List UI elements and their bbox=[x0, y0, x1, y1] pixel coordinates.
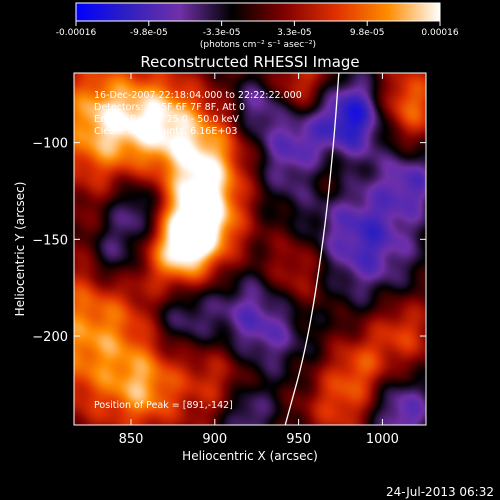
x-axis-label: Heliocentric X (arcsec) bbox=[182, 449, 318, 463]
x-tick-label: 950 bbox=[286, 432, 311, 447]
footer-timestamp: 24-Jul-2013 06:32 bbox=[386, 485, 494, 499]
colorbar-tick-label: -3.3e-05 bbox=[203, 28, 241, 38]
y-tick-label: −200 bbox=[32, 330, 68, 345]
x-tick-label: 850 bbox=[119, 432, 144, 447]
colorbar-tick-label: -0.00016 bbox=[56, 28, 97, 38]
x-tick-label: 900 bbox=[202, 432, 227, 447]
y-tick-label: −150 bbox=[32, 233, 68, 248]
colorbar-tick-label: 9.8e-05 bbox=[350, 28, 385, 38]
chart-title: Reconstructed RHESSI Image bbox=[140, 53, 359, 71]
annotation-block: 16-Dec-2007 22:18:04.000 to 22:22:22.000… bbox=[94, 90, 302, 137]
colorbar-tick-label: 0.00016 bbox=[421, 28, 458, 38]
peak-position-label: Position of Peak = [891,-142] bbox=[94, 400, 233, 411]
heatmap-image bbox=[74, 73, 426, 425]
colorbar-ticks: -0.00016 -9.8e-05 -3.3e-05 3.3e-05 9.8e-05 0.… bbox=[56, 21, 459, 38]
colorbar-gradient bbox=[75, 2, 441, 22]
y-tick-label: −100 bbox=[32, 137, 68, 152]
colorbar-tick-label: 3.3e-05 bbox=[277, 28, 312, 38]
plot-area: 850 900 950 1000 −100 −150 −200 bbox=[32, 72, 427, 447]
y-axis-label: Heliocentric Y (arcsec) bbox=[13, 182, 27, 317]
axis-ticks: 850 900 950 1000 −100 −150 −200 bbox=[32, 73, 426, 447]
x-tick-label: 1000 bbox=[366, 432, 399, 447]
annotation-energy-range: Energy Range: 25.0 - 50.0 keV bbox=[94, 114, 239, 125]
plot-frame bbox=[73, 72, 427, 426]
colorbar-unit-label: (photons cm⁻² s⁻¹ asec⁻²) bbox=[200, 40, 316, 50]
annotation-time-range: 16-Dec-2007 22:18:04.000 to 22:22:22.000 bbox=[94, 90, 302, 101]
annotation-counts: Clean. Total counts: 6.16E+03 bbox=[94, 126, 237, 137]
colorbar: -0.00016 -9.8e-05 -3.3e-05 3.3e-05 9.8e-05 0.… bbox=[56, 2, 459, 50]
solar-limb-curve bbox=[284, 73, 340, 425]
colorbar-tick-label: -9.8e-05 bbox=[130, 28, 168, 38]
annotation-detectors: Detectors: 4F 5F 6F 7F 8F, Att 0 bbox=[94, 102, 245, 113]
